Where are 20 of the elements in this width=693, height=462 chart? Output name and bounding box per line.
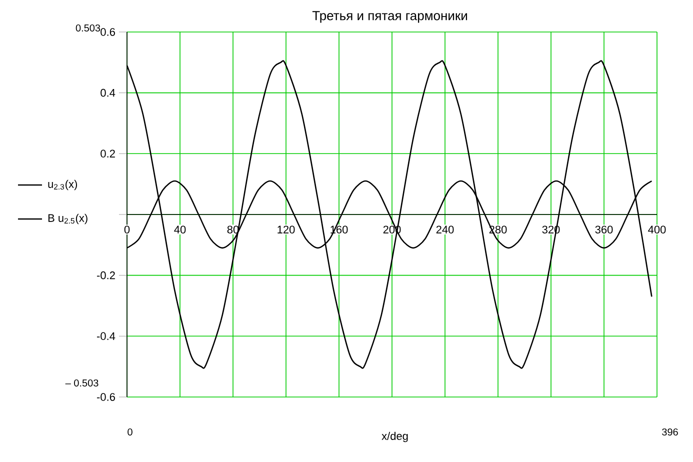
- y-tick-label: 0.6: [100, 28, 115, 36]
- x-tick-label: 240: [436, 226, 454, 234]
- x-tick-label: 0: [124, 226, 130, 234]
- x-tick-label: 400: [648, 226, 666, 234]
- legend-label: u$_{2.3}$(x): [48, 180, 78, 190]
- x-axis-title: x/deg: [382, 432, 408, 442]
- x-tick-label: 40: [174, 226, 186, 234]
- y-tick-label: -0.4: [97, 332, 116, 340]
- x-tick-label: 360: [595, 226, 613, 234]
- y-tick-label: 0.4: [100, 88, 116, 97]
- text: 0: [128, 428, 132, 436]
- x-tick-label: 120: [278, 226, 295, 234]
- y-tick-label: -0.6: [97, 393, 115, 401]
- text: 0.503: [76, 24, 100, 32]
- y-tick-label: 0.2: [100, 150, 115, 158]
- legend-label: B u$_{2.5}$(x): [48, 214, 88, 224]
- chart-title: Третья и пятая гармоники: [312, 11, 468, 23]
- text: – 0.503: [65, 379, 98, 387]
- text: 396: [662, 428, 678, 436]
- y-tick-label: -0.2: [97, 271, 115, 280]
